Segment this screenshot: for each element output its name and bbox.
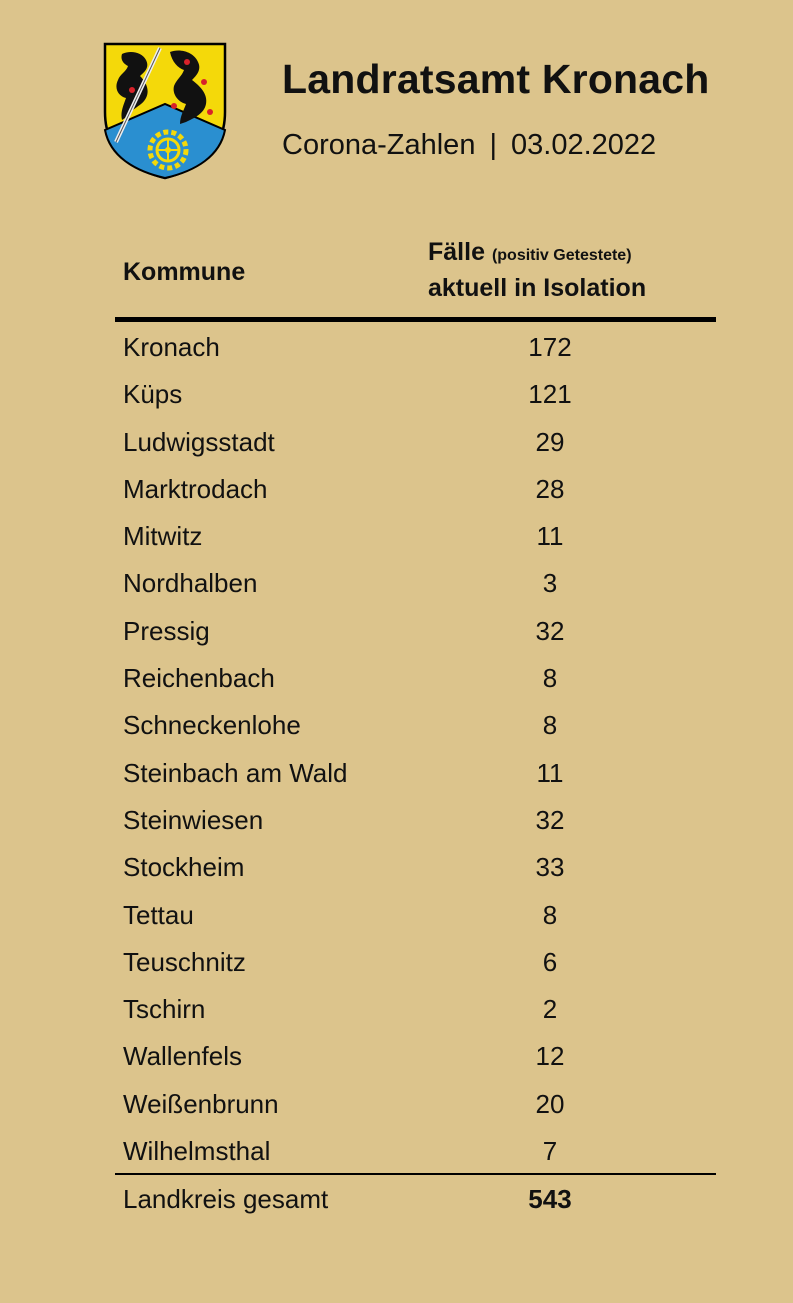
table-row: Tschirn 2 bbox=[0, 991, 793, 1038]
table-row: Weißenbrunn 20 bbox=[0, 1086, 793, 1133]
row-faelle: 32 bbox=[535, 615, 565, 646]
page-subtitle: Corona-Zahlen | 03.02.2022 bbox=[282, 129, 656, 162]
row-kommune: Weißenbrunn bbox=[123, 1088, 279, 1119]
row-kommune: Ludwigsstadt bbox=[123, 426, 275, 457]
row-kommune: Stockheim bbox=[123, 852, 245, 883]
row-faelle: 12 bbox=[535, 1041, 565, 1072]
row-faelle: 11 bbox=[536, 757, 564, 788]
row-faelle: 11 bbox=[536, 521, 564, 552]
table-row: Wallenfels 12 bbox=[0, 1038, 793, 1085]
table-row: Marktrodach 28 bbox=[0, 471, 793, 518]
table-row: Steinbach am Wald 11 bbox=[0, 755, 793, 802]
page-title: Landratsamt Kronach bbox=[282, 56, 710, 102]
table-row: Tettau 8 bbox=[0, 897, 793, 944]
subtitle-label: Corona-Zahlen bbox=[282, 129, 476, 161]
table-row: Pressig 32 bbox=[0, 613, 793, 660]
row-faelle: 7 bbox=[542, 1136, 558, 1167]
table-row: Schneckenlohe 8 bbox=[0, 707, 793, 754]
column-header-faelle: Fälle (positiv Getestete) aktuell in Iso… bbox=[428, 236, 646, 305]
total-row: Landkreis gesamt 543 bbox=[0, 1181, 793, 1221]
table-row: Wilhelmsthal 7 bbox=[0, 1133, 793, 1180]
table-row: Ludwigsstadt 29 bbox=[0, 424, 793, 471]
row-faelle: 8 bbox=[542, 710, 558, 741]
header-divider bbox=[115, 317, 716, 322]
row-faelle: 32 bbox=[535, 804, 565, 835]
table-row: Reichenbach 8 bbox=[0, 660, 793, 707]
column-header-kommune: Kommune bbox=[123, 258, 246, 286]
row-faelle: 6 bbox=[542, 946, 558, 977]
row-kommune: Wallenfels bbox=[123, 1041, 242, 1072]
row-kommune: Kronach bbox=[123, 332, 220, 362]
row-kommune: Wilhelmsthal bbox=[123, 1136, 271, 1167]
row-kommune: Steinbach am Wald bbox=[123, 757, 348, 788]
row-kommune: Pressig bbox=[123, 615, 210, 646]
row-kommune: Mitwitz bbox=[123, 521, 203, 552]
column-header-faelle-main: Fälle bbox=[428, 238, 485, 266]
row-kommune: Tschirn bbox=[123, 994, 206, 1025]
subtitle-date: 03.02.2022 bbox=[511, 129, 657, 161]
subtitle-separator: | bbox=[489, 129, 497, 161]
row-faelle: 28 bbox=[535, 473, 565, 504]
total-label: Landkreis gesamt bbox=[123, 1184, 329, 1214]
row-faelle: 8 bbox=[542, 899, 558, 930]
row-kommune: Nordhalben bbox=[123, 568, 258, 599]
row-kommune: Marktrodach bbox=[123, 473, 268, 504]
table-row: Nordhalben 3 bbox=[0, 565, 793, 612]
row-kommune: Reichenbach bbox=[123, 663, 275, 694]
row-kommune: Tettau bbox=[123, 899, 194, 930]
table-row: Kronach 172 bbox=[0, 329, 793, 376]
coat-of-arms-icon bbox=[103, 42, 227, 180]
row-kommune: Schneckenlohe bbox=[123, 710, 301, 741]
row-kommune: Küps bbox=[123, 379, 183, 410]
table-row: Mitwitz 11 bbox=[0, 518, 793, 565]
table-row: Teuschnitz 6 bbox=[0, 944, 793, 991]
row-faelle: 2 bbox=[542, 994, 558, 1025]
row-kommune: Steinwiesen bbox=[123, 804, 264, 835]
table-row: Küps 121 bbox=[0, 376, 793, 423]
table-row: Steinwiesen 32 bbox=[0, 802, 793, 849]
table-body: Kronach 172 Küps 121 Ludwigsstadt 29 Marktr… bbox=[0, 329, 793, 1180]
total-divider bbox=[115, 1173, 716, 1175]
row-faelle: 20 bbox=[535, 1088, 565, 1119]
row-faelle: 29 bbox=[535, 426, 565, 457]
row-faelle: 3 bbox=[542, 568, 558, 599]
row-faelle: 33 bbox=[535, 852, 565, 883]
row-faelle: 8 bbox=[542, 663, 558, 694]
table-row: Stockheim 33 bbox=[0, 849, 793, 896]
column-header-faelle-line2: aktuell in Isolation bbox=[428, 274, 647, 302]
total-value: 543 bbox=[528, 1184, 572, 1214]
row-kommune: Teuschnitz bbox=[123, 946, 246, 977]
row-faelle: 121 bbox=[528, 379, 572, 410]
row-faelle: 172 bbox=[528, 332, 572, 362]
column-header-faelle-note: (positiv Getestete) bbox=[491, 247, 632, 264]
